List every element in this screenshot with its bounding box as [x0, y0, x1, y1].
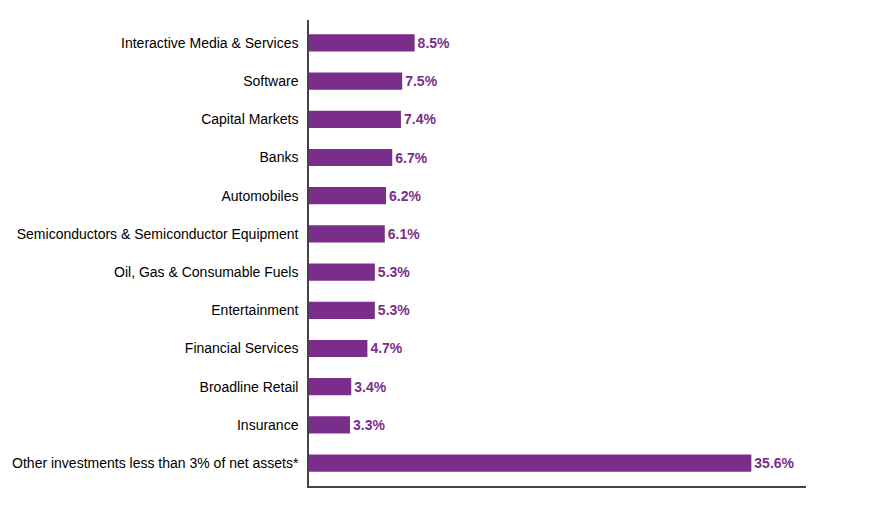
svg-text:Insurance: Insurance — [237, 417, 299, 433]
svg-text:7.5%: 7.5% — [405, 73, 437, 89]
svg-text:Capital Markets: Capital Markets — [201, 111, 298, 127]
svg-text:6.1%: 6.1% — [388, 226, 420, 242]
svg-text:Entertainment: Entertainment — [211, 302, 298, 318]
svg-text:Banks: Banks — [260, 149, 299, 165]
svg-text:6.7%: 6.7% — [395, 150, 427, 166]
svg-text:Automobiles: Automobiles — [221, 188, 298, 204]
svg-text:35.6%: 35.6% — [754, 455, 794, 471]
svg-text:5.3%: 5.3% — [378, 302, 410, 318]
svg-text:7.4%: 7.4% — [404, 111, 436, 127]
svg-text:8.5%: 8.5% — [418, 35, 450, 51]
svg-text:Software: Software — [243, 73, 298, 89]
svg-text:Semiconductors & Semiconductor: Semiconductors & Semiconductor Equipment — [17, 226, 299, 242]
svg-text:4.7%: 4.7% — [370, 340, 402, 356]
svg-text:6.2%: 6.2% — [389, 188, 421, 204]
svg-text:Broadline Retail: Broadline Retail — [200, 379, 299, 395]
svg-text:5.3%: 5.3% — [378, 264, 410, 280]
svg-text:Other investments less than 3%: Other investments less than 3% of net as… — [12, 455, 299, 471]
svg-text:Financial Services: Financial Services — [185, 340, 299, 356]
svg-text:3.4%: 3.4% — [354, 379, 386, 395]
svg-text:Interactive Media & Services: Interactive Media & Services — [121, 35, 298, 51]
svg-text:3.3%: 3.3% — [353, 417, 385, 433]
svg-text:Oil, Gas & Consumable Fuels: Oil, Gas & Consumable Fuels — [114, 264, 298, 280]
